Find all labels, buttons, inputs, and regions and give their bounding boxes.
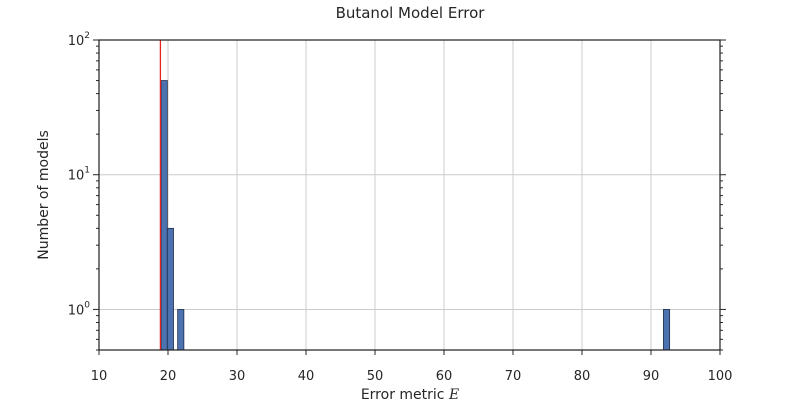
x-tick-label: 90 [643,369,660,384]
chart-title: Butanol Model Error [336,4,486,22]
x-tick-label: 80 [574,369,591,384]
y-tick-label: 100 [68,300,91,318]
y-axis-label: Number of models [36,130,52,260]
y-tick-label: 102 [68,31,90,49]
y-tick-label-exponent: 0 [84,300,90,310]
histogram-bar [166,227,174,351]
x-tick-label: 70 [505,369,522,384]
x-axis-label-text: Error metric [361,387,449,400]
grid-lines [98,39,721,350]
x-tick-label: 100 [708,369,733,384]
y-tick-label-base: 10 [68,169,85,184]
histogram-bar [663,309,671,351]
axis-ticks [93,39,726,355]
y-tick-label-exponent: 1 [84,166,90,176]
x-tick-label: 20 [160,369,177,384]
y-tick-label-exponent: 2 [84,31,90,41]
y-tick-label: 101 [68,166,90,184]
x-tick-label: 40 [298,369,315,384]
x-axis-label: Error metric E [361,387,459,400]
histogram-bar [160,80,168,351]
x-tick-label: 50 [367,369,384,384]
y-tick-label-base: 10 [68,34,85,49]
plot-frame [98,39,721,351]
y-tick-label-base: 10 [68,303,85,318]
x-axis-label-variable: E [448,387,459,400]
histogram-bar [177,309,185,351]
x-tick-label: 60 [436,369,453,384]
x-tick-label: 10 [91,369,108,384]
x-tick-label: 30 [229,369,246,384]
